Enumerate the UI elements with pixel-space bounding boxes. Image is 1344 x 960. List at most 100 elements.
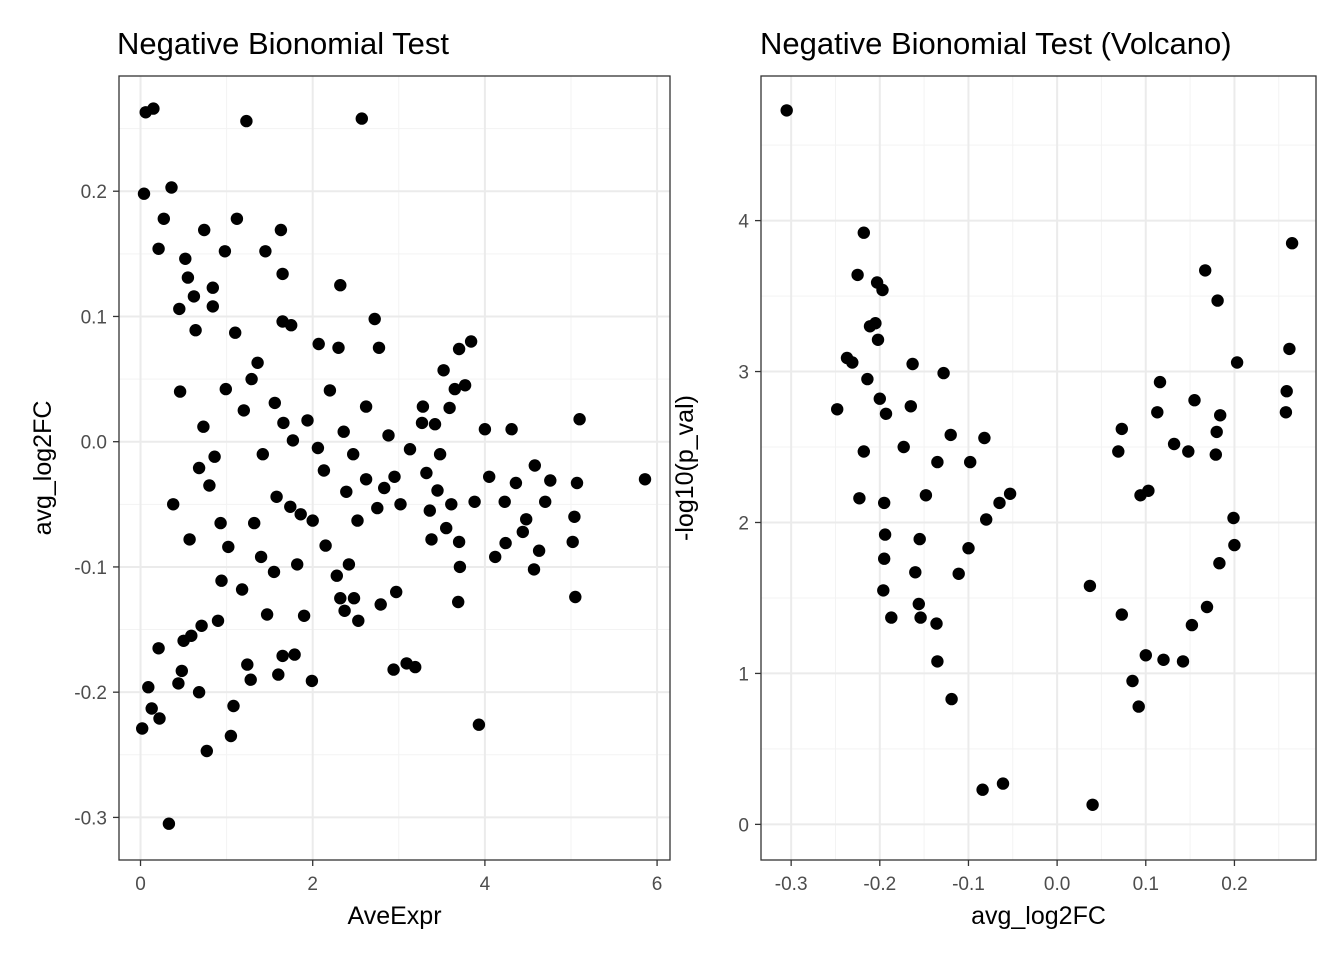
data-point [192,461,206,475]
data-point [857,445,870,458]
y-tick-label: 2 [738,513,749,534]
data-point [1003,487,1017,500]
data-point [472,718,486,731]
data-point [1157,653,1170,666]
data-point [1182,445,1195,458]
data-point [1115,608,1129,621]
data-point [276,649,289,663]
data-point [311,441,325,455]
data-point [527,563,541,576]
data-point [142,681,155,694]
data-point [780,104,793,117]
data-point [330,569,343,582]
data-point [1139,649,1153,662]
data-point [1167,437,1181,451]
data-point [147,102,160,115]
data-point [347,448,360,461]
data-point [1151,406,1164,419]
data-point [254,550,268,564]
data-point [332,341,345,354]
data-point [1209,448,1223,461]
data-point [153,712,166,725]
data-point [877,584,890,597]
data-point [219,382,232,396]
x-tick-label: -0.2 [863,874,896,895]
data-point [452,595,465,609]
y-tick-label: 0.0 [81,433,107,454]
data-point [403,443,417,456]
data-point [240,114,253,128]
data-point [539,495,552,508]
x-tick-label: 0.1 [1133,874,1159,895]
data-point [382,429,395,442]
data-point [980,513,993,526]
y-axis-title: -log10(p_val) [671,395,699,541]
data-point [334,279,347,292]
data-point [569,590,582,604]
data-point [173,302,186,316]
data-point [878,528,892,541]
y-tick-label: 0.1 [81,307,107,328]
data-point [1153,375,1167,389]
y-axis-title: avg_log2FC [29,401,57,536]
data-point [218,245,232,258]
y-tick-label: 3 [738,363,749,384]
data-point [528,459,541,472]
data-point [876,283,889,297]
x-tick-label: -0.1 [952,874,985,895]
x-tick-label: 2 [307,874,318,895]
data-point [499,536,512,550]
data-point [1132,700,1145,713]
data-point [137,187,151,200]
data-point [237,404,250,417]
data-point [359,473,373,486]
data-point [914,611,927,624]
data-point [1227,511,1240,525]
data-point [1279,406,1293,419]
data-point [1083,579,1097,593]
data-point [338,604,351,617]
data-point [165,181,178,194]
data-point [853,492,866,505]
y-tick-label: -0.2 [74,683,107,704]
data-point [368,312,381,326]
x-tick-label: 4 [480,874,491,895]
data-point [570,476,584,490]
data-point [851,268,864,282]
data-point [211,614,225,627]
data-point [433,448,447,461]
data-point [179,252,192,265]
data-point [861,372,874,386]
data-point [371,501,384,515]
data-point [256,448,269,461]
panel-background [119,76,670,860]
data-point [192,686,206,699]
data-point [912,597,925,611]
data-point [173,385,187,398]
data-point [478,423,492,436]
data-point [145,702,158,715]
panel-2: -0.3 -0.2 -0.1 0.0 0.1 0.2 0 1 2 3 4 Negative Biono… [671,26,1317,930]
data-point [498,495,511,508]
data-point [288,648,301,661]
data-point [1176,655,1190,668]
data-point [1280,385,1293,398]
data-point [267,565,281,579]
data-point [152,242,165,255]
data-point [222,540,235,554]
data-point [468,495,481,508]
data-point [312,337,325,351]
data-point [1188,394,1201,407]
data-point [342,558,356,571]
data-point [962,542,975,555]
data-point [945,692,958,706]
data-point [152,642,165,655]
data-point [458,379,472,392]
data-point [351,514,364,527]
data-point [452,535,466,549]
data-point [423,504,436,517]
data-point [909,566,922,579]
data-point [1126,674,1139,688]
data-point [897,440,910,454]
x-tick-label: -0.3 [775,874,808,895]
